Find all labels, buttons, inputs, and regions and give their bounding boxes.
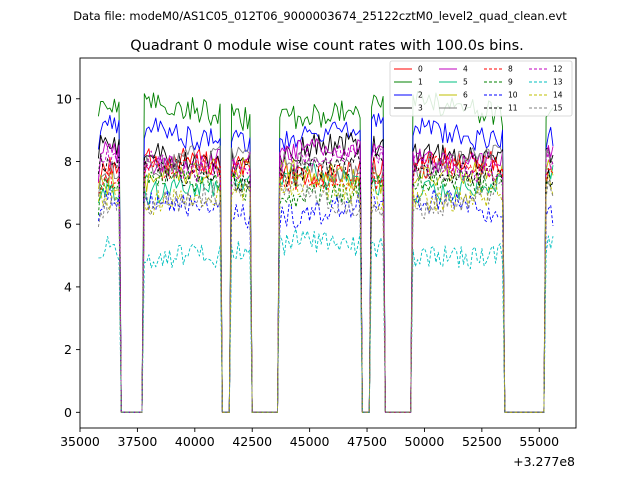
legend-label: 8	[508, 65, 513, 74]
x-offset-label: +3.277e8	[513, 454, 575, 469]
series-line-4	[97, 138, 554, 413]
series-line-7	[97, 144, 554, 413]
x-tick-label: 45000	[290, 434, 330, 449]
legend-label: 5	[463, 78, 468, 87]
legend-label: 12	[553, 65, 563, 74]
plot-frame	[79, 57, 577, 429]
legend-label: 9	[508, 78, 513, 87]
y-tick-label: 2	[64, 342, 72, 357]
plot-series	[97, 91, 554, 413]
y-tick-label: 6	[64, 217, 72, 232]
series-line-12	[97, 144, 554, 413]
y-tick-label: 10	[56, 91, 72, 106]
x-axis: 35000 37500 40000 42500 45000 47500 50000 52500…	[60, 428, 559, 449]
legend-label: 7	[463, 104, 468, 113]
y-tick-label: 4	[64, 279, 72, 294]
legend-label: 0	[418, 65, 423, 74]
x-tick-label: 37500	[118, 434, 158, 449]
series-line-9	[97, 167, 554, 413]
x-tick-label: 35000	[60, 434, 100, 449]
legend-label: 4	[463, 65, 468, 74]
legend-label: 3	[418, 104, 423, 113]
x-tick-label: 40000	[175, 434, 215, 449]
series-line-3	[97, 132, 554, 413]
y-tick-label: 0	[64, 405, 72, 420]
legend-box	[389, 60, 573, 117]
x-tick-label: 52500	[462, 434, 502, 449]
legend-label: 14	[553, 91, 563, 100]
x-tick-label: 42500	[232, 434, 272, 449]
legend-label: 13	[553, 78, 563, 87]
x-tick-label: 47500	[347, 434, 387, 449]
x-tick-label: 55000	[519, 434, 559, 449]
y-tick-label: 8	[64, 154, 72, 169]
series-line-2	[97, 113, 554, 413]
legend-label: 11	[508, 104, 518, 113]
series-line-10	[97, 188, 554, 413]
series-line-14	[97, 171, 554, 413]
chart-title: Quadrant 0 module wise count rates with …	[130, 38, 524, 54]
legend-label: 1	[418, 78, 423, 87]
series-line-13	[98, 228, 554, 413]
legend-label: 6	[463, 91, 468, 100]
legend-label: 15	[553, 104, 563, 113]
legend-label: 2	[418, 91, 423, 100]
y-axis: 0 2 4 6 8 10	[56, 91, 80, 420]
x-tick-label: 50000	[405, 434, 445, 449]
figure-suptitle: Data file: modeM0/AS1C05_012T06_90000036…	[73, 9, 567, 23]
legend-label: 10	[508, 91, 518, 100]
